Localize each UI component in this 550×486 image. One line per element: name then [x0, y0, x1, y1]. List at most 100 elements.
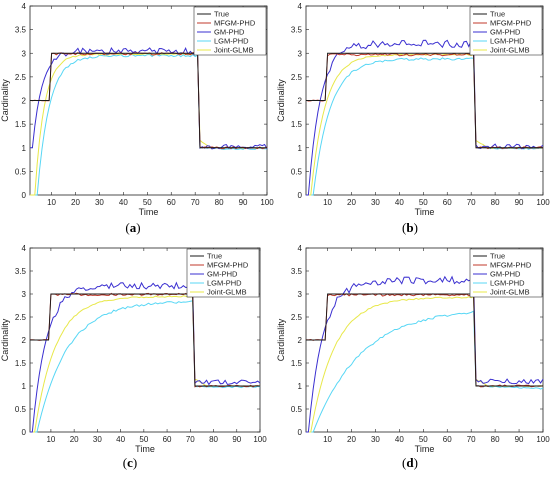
x-tick-label: 100 — [536, 198, 550, 207]
y-tick-label: 2.5 — [291, 73, 303, 82]
y-tick-label: 2.5 — [15, 73, 27, 82]
series-line-true — [306, 293, 543, 387]
legend-label: MFGM-PHD — [490, 261, 532, 270]
y-tick-label: 3 — [298, 290, 303, 299]
legend-label: True — [214, 10, 229, 19]
legend-box — [186, 248, 260, 298]
series-line-lgm-phd — [306, 310, 544, 433]
legend-label: True — [207, 252, 222, 261]
x-tick-label: 40 — [116, 435, 125, 444]
x-tick-label: 90 — [515, 198, 524, 207]
y-tick-label: 4 — [22, 2, 27, 11]
y-tick-label: 0.5 — [15, 167, 27, 176]
y-axis-label: Cardinality — [0, 318, 10, 361]
legend-label: GM-PHD — [490, 28, 521, 37]
x-axis-label: Time — [415, 444, 435, 454]
legend-label: LGM-PHD — [490, 279, 525, 288]
x-tick-label: 50 — [419, 198, 428, 207]
legend-label: GM-PHD — [490, 270, 521, 279]
y-tick-label: 1.5 — [15, 120, 27, 129]
legend-label: GM-PHD — [214, 28, 245, 37]
chart-panel-2: 0 0.5 1 1.5 2 2.5 3 3.5 4 10 20 30 40 50 60 70 80 90 100 Ti… — [276, 2, 550, 235]
legend-label: MFGM-PHD — [214, 19, 256, 28]
y-tick-label: 1.5 — [291, 359, 303, 368]
y-tick-label: 0 — [22, 191, 27, 200]
series-line-mfgm-phd — [305, 52, 544, 150]
panel-label: (c) — [123, 455, 137, 470]
x-tick-label: 10 — [323, 435, 332, 444]
panel-label: (b) — [402, 220, 418, 235]
legend-label: MFGM-PHD — [490, 19, 532, 28]
x-tick-label: 100 — [253, 435, 267, 444]
series-line-true — [306, 52, 543, 149]
x-tick-label: 10 — [323, 198, 332, 207]
y-tick-label: 2 — [298, 336, 303, 345]
y-axis-label: Cardinality — [276, 318, 286, 361]
x-tick-label: 10 — [47, 198, 56, 207]
y-tick-label: 1 — [298, 382, 303, 391]
y-tick-label: 0 — [298, 191, 303, 200]
y-tick-label: 3 — [22, 290, 27, 299]
y-tick-label: 3.5 — [15, 267, 27, 276]
x-tick-label: 10 — [46, 435, 55, 444]
series-line-lgm-phd — [30, 53, 268, 196]
y-tick-label: 0.5 — [291, 167, 303, 176]
x-tick-label: 30 — [95, 198, 104, 207]
x-axis-label: Time — [415, 207, 435, 217]
x-tick-label: 100 — [260, 198, 274, 207]
x-tick-label: 40 — [119, 198, 128, 207]
legend-label: LGM-PHD — [207, 279, 242, 288]
x-tick-label: 30 — [371, 198, 380, 207]
y-tick-label: 3.5 — [15, 26, 27, 35]
legend-label: Joint-GLMB — [490, 46, 530, 55]
chart-panel-4: 0 0.5 1 1.5 2 2.5 3 3.5 4 10 20 30 40 50 60 70 80 90 100 Ti… — [276, 244, 550, 470]
y-tick-label: 2 — [22, 97, 27, 106]
x-axis-label: Time — [135, 444, 155, 454]
y-tick-label: 0 — [22, 428, 27, 437]
x-tick-label: 100 — [536, 435, 550, 444]
series-line-lgm-phd — [30, 300, 261, 433]
y-tick-label: 4 — [298, 2, 303, 11]
legend-label: MFGM-PHD — [207, 261, 249, 270]
y-tick-label: 0.5 — [15, 405, 27, 414]
x-tick-label: 90 — [239, 198, 248, 207]
x-tick-label: 20 — [347, 435, 356, 444]
y-tick-label: 3 — [22, 49, 27, 58]
x-tick-label: 20 — [347, 198, 356, 207]
legend-box — [469, 6, 543, 56]
legend-label: Joint-GLMB — [214, 46, 254, 55]
y-tick-label: 2.5 — [291, 313, 303, 322]
y-tick-label: 1 — [22, 382, 27, 391]
y-tick-label: 3.5 — [291, 267, 303, 276]
x-tick-label: 60 — [167, 198, 176, 207]
y-tick-label: 2 — [22, 336, 27, 345]
y-tick-label: 0 — [298, 428, 303, 437]
y-tick-label: 3 — [298, 49, 303, 58]
y-tick-label: 1 — [22, 144, 27, 153]
y-tick-label: 3.5 — [291, 26, 303, 35]
chart-panel-3: 0 0.5 1 1.5 2 2.5 3 3.5 4 10 20 30 40 50 60 70 80 90 100 Ti… — [0, 244, 267, 470]
x-tick-label: 40 — [395, 198, 404, 207]
y-axis-label: Cardinality — [0, 79, 10, 122]
x-tick-label: 70 — [467, 435, 476, 444]
chart-panel-1: 0 0.5 1 1.5 2 2.5 3 3.5 4 10 20 30 40 50 60 70 80 90 100 Ti… — [0, 2, 274, 235]
series-line-gm-phd — [30, 281, 261, 433]
panel-label: (d) — [402, 455, 418, 470]
x-tick-label: 20 — [70, 435, 79, 444]
x-tick-label: 50 — [139, 435, 148, 444]
x-tick-label: 80 — [491, 198, 500, 207]
x-tick-label: 60 — [163, 435, 172, 444]
legend-label: True — [490, 252, 505, 261]
series-line-true — [30, 52, 267, 149]
y-axis-label: Cardinality — [276, 79, 286, 122]
x-axis-label: Time — [139, 207, 159, 217]
legend-label: Joint-GLMB — [490, 288, 530, 297]
y-tick-label: 2 — [298, 97, 303, 106]
y-tick-label: 1.5 — [291, 120, 303, 129]
x-tick-label: 70 — [191, 198, 200, 207]
x-tick-label: 30 — [93, 435, 102, 444]
y-tick-label: 0.5 — [291, 405, 303, 414]
